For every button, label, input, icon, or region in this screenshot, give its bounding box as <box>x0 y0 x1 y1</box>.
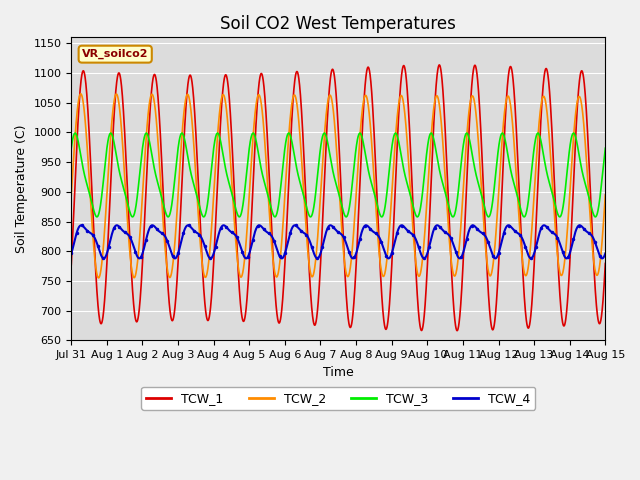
TCW_2 <box>67 192 75 198</box>
TCW_3 <box>129 214 136 220</box>
TCW_1 <box>160 205 168 211</box>
TCW_4 <box>243 255 250 261</box>
Line: TCW_3: TCW_3 <box>71 133 605 217</box>
TCW_4 <box>160 232 168 238</box>
TCW_1 <box>296 79 303 84</box>
Title: Soil CO2 West Temperatures: Soil CO2 West Temperatures <box>220 15 456 33</box>
X-axis label: Time: Time <box>323 366 354 379</box>
Y-axis label: Soil Temperature (C): Soil Temperature (C) <box>15 125 28 253</box>
TCW_2 <box>161 235 168 240</box>
TCW_3 <box>296 177 303 182</box>
TCW_1 <box>272 302 280 308</box>
Line: TCW_2: TCW_2 <box>71 94 605 278</box>
TCW_4 <box>296 226 303 232</box>
TCW_2 <box>296 128 303 133</box>
TCW_4 <box>67 251 75 256</box>
TCW_2 <box>77 91 84 97</box>
TCW_4 <box>129 240 136 245</box>
TCW_2 <box>602 192 609 198</box>
TCW_4 <box>534 237 541 243</box>
Legend: TCW_1, TCW_2, TCW_3, TCW_4: TCW_1, TCW_2, TCW_3, TCW_4 <box>141 387 535 410</box>
TCW_4 <box>273 244 280 250</box>
TCW_1 <box>591 286 599 291</box>
TCW_2 <box>95 275 102 281</box>
TCW_3 <box>591 214 599 220</box>
Line: TCW_4: TCW_4 <box>70 224 606 260</box>
TCW_2 <box>591 268 599 274</box>
TCW_4 <box>469 222 477 228</box>
TCW_1 <box>129 282 136 288</box>
TCW_3 <box>356 130 364 136</box>
TCW_3 <box>534 131 541 136</box>
TCW_1 <box>453 328 461 334</box>
TCW_4 <box>591 240 599 246</box>
TCW_3 <box>602 145 609 151</box>
TCW_1 <box>534 185 541 191</box>
TCW_1 <box>435 62 443 68</box>
TCW_4 <box>602 251 609 256</box>
Line: TCW_1: TCW_1 <box>71 65 605 331</box>
TCW_1 <box>602 261 609 266</box>
TCW_2 <box>534 138 541 144</box>
TCW_3 <box>160 203 168 209</box>
TCW_3 <box>67 145 75 151</box>
TCW_3 <box>272 213 280 218</box>
Text: VR_soilco2: VR_soilco2 <box>82 49 148 60</box>
TCW_2 <box>129 271 136 277</box>
TCW_2 <box>273 274 280 280</box>
TCW_1 <box>67 262 75 267</box>
TCW_3 <box>591 214 599 220</box>
